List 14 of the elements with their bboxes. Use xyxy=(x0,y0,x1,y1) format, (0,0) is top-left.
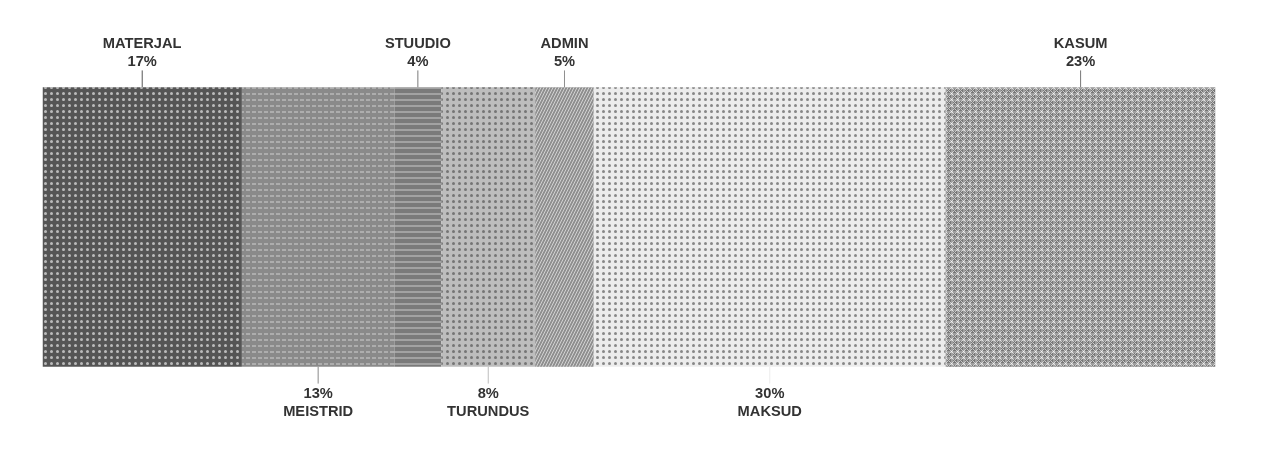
data-label: 5% xyxy=(553,53,576,70)
text: KASUM xyxy=(1053,34,1108,51)
text: ADMIN xyxy=(540,34,589,51)
data-label: 13% xyxy=(303,384,333,401)
text: STUUDIO xyxy=(384,34,451,51)
data-label: 8% xyxy=(477,384,499,401)
text: MAKSUD xyxy=(737,403,802,420)
text: TURUNDUS xyxy=(447,403,530,420)
data-label: 23% xyxy=(1065,53,1096,70)
data-label: 17% xyxy=(127,53,157,70)
data-label: 30% xyxy=(755,384,785,401)
text: MEISTRID xyxy=(283,403,354,420)
data-label: 4% xyxy=(407,53,429,70)
text: MATERJAL xyxy=(102,34,182,51)
